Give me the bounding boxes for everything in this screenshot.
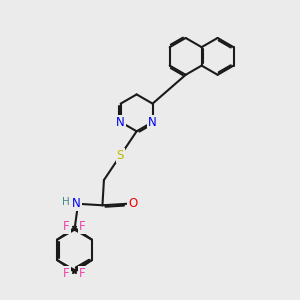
Text: O: O xyxy=(128,197,137,210)
Text: F: F xyxy=(63,267,70,280)
Text: N: N xyxy=(116,116,125,129)
Text: F: F xyxy=(79,267,86,280)
Text: S: S xyxy=(117,149,124,162)
Text: N: N xyxy=(148,116,157,129)
Text: N: N xyxy=(72,197,81,210)
Text: H: H xyxy=(62,197,70,207)
Text: F: F xyxy=(63,220,70,233)
Text: F: F xyxy=(79,220,86,233)
